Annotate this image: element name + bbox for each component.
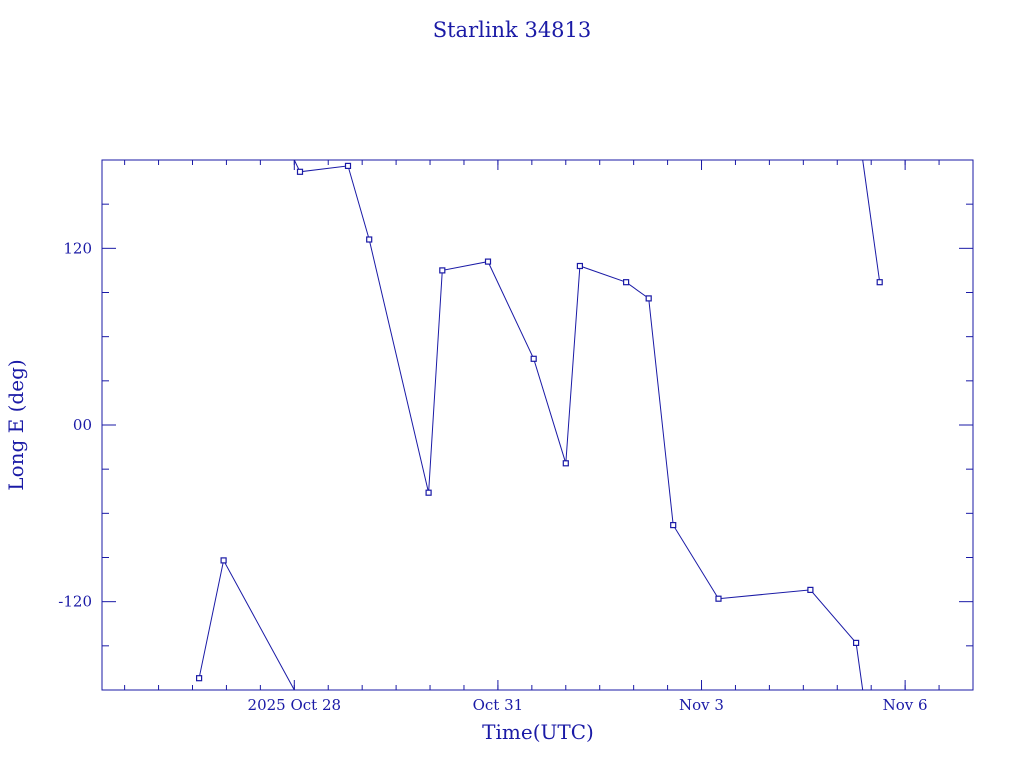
series-line-segment xyxy=(293,159,864,691)
data-point-marker xyxy=(645,295,652,302)
data-point-marker xyxy=(366,236,373,243)
data-point-marker xyxy=(562,460,569,467)
y-tick-label: 120 xyxy=(63,239,92,257)
x-tick-label: Nov 3 xyxy=(679,696,724,714)
chart-title: Starlink 34813 xyxy=(433,18,592,42)
data-point-marker xyxy=(439,267,446,274)
plot-frame xyxy=(101,159,974,691)
y-tick-label: -120 xyxy=(58,593,92,611)
data-point-marker xyxy=(196,675,203,682)
data-point-marker xyxy=(425,489,432,496)
x-tick-label: 2025 Oct 28 xyxy=(248,696,342,714)
x-axis-ticks: 2025 Oct 28 Oct 31 Nov 3 Nov 6 xyxy=(124,160,974,714)
x-tick-label: Nov 6 xyxy=(883,696,928,714)
data-point-marker xyxy=(576,262,584,270)
data-point-marker xyxy=(484,258,492,265)
data-point-marker xyxy=(296,168,304,175)
longitude-series xyxy=(196,159,883,691)
data-point-marker xyxy=(670,521,677,529)
data-point-marker xyxy=(715,595,722,602)
data-point-marker xyxy=(876,279,883,286)
series-line-segment xyxy=(198,558,295,691)
series-line-segment xyxy=(862,159,881,283)
data-point-marker xyxy=(852,639,860,647)
x-tick-label: Oct 31 xyxy=(473,696,524,714)
y-tick-label: 00 xyxy=(73,416,92,434)
data-point-marker xyxy=(344,162,352,169)
x-axis-label: Time(UTC) xyxy=(482,720,594,744)
y-axis-ticks: 120 00 -120 xyxy=(58,203,973,647)
data-point-marker xyxy=(807,586,814,594)
data-point-marker xyxy=(530,355,537,362)
y-axis-label: Long E (deg) xyxy=(4,359,28,490)
data-point-marker xyxy=(622,279,630,286)
data-point-marker xyxy=(220,557,227,564)
